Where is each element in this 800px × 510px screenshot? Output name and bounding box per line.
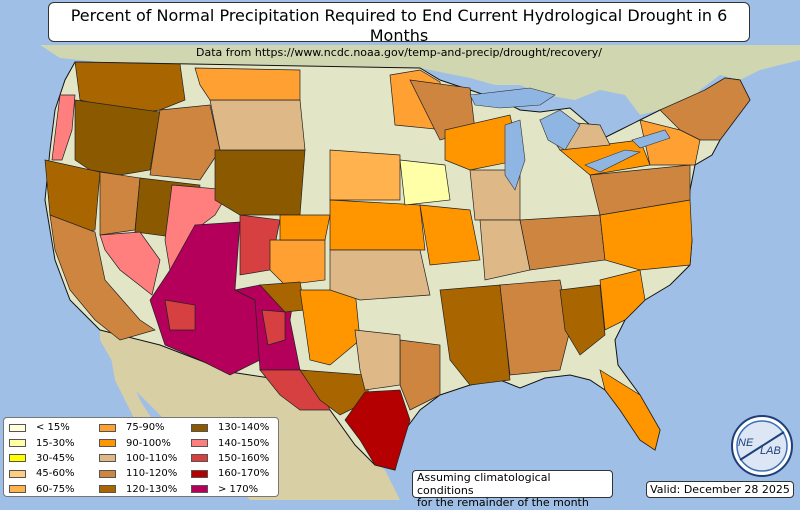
region — [149, 221, 261, 376]
nexlab-logo: NE LAB — [731, 415, 793, 477]
legend-label: 75-90% — [126, 422, 165, 434]
region — [51, 94, 76, 161]
legend-swatch — [99, 469, 116, 478]
legend-item: > 170% — [186, 482, 276, 497]
region — [164, 299, 196, 331]
legend-item: 160-170% — [186, 466, 276, 481]
region — [344, 389, 411, 471]
region — [419, 204, 481, 266]
region — [444, 114, 521, 171]
region — [499, 279, 571, 376]
legend-label: < 15% — [36, 422, 70, 434]
region — [279, 214, 331, 241]
legend-item: 110-120% — [94, 466, 184, 481]
region — [99, 231, 161, 296]
legend-item: 90-100% — [94, 435, 184, 450]
region — [354, 329, 401, 391]
legend-swatch — [9, 423, 26, 432]
region — [194, 67, 301, 101]
legend-swatch — [191, 454, 208, 463]
legend-label: 100-110% — [126, 452, 178, 464]
map-subtitle: Data from https://www.ncdc.noaa.gov/temp… — [196, 46, 602, 59]
legend-label: 60-75% — [36, 483, 75, 495]
region — [519, 214, 606, 271]
region — [599, 269, 646, 331]
legend-swatch — [99, 454, 116, 463]
legend-swatch — [191, 423, 208, 432]
region — [329, 149, 401, 201]
region — [74, 99, 161, 176]
great-lakes — [469, 87, 671, 191]
legend-swatch — [191, 485, 208, 494]
legend-swatch — [99, 423, 116, 432]
title-box: Percent of Normal Precipitation Required… — [48, 2, 750, 59]
legend-label: > 170% — [218, 483, 259, 495]
region — [99, 171, 141, 236]
legend-label: 130-140% — [218, 422, 270, 434]
legend-item: 60-75% — [4, 482, 94, 497]
region — [329, 249, 431, 301]
legend-swatch — [99, 439, 116, 448]
legend-label: 120-130% — [126, 483, 178, 495]
legend-item: 130-140% — [186, 420, 276, 435]
map-title: Percent of Normal Precipitation Required… — [70, 6, 728, 45]
region — [329, 199, 426, 251]
legend-swatch — [191, 439, 208, 448]
legend: < 15% 15-30% 30-45% 45-60% 60-75% 75-90% 90-10… — [3, 417, 279, 497]
legend-swatch — [9, 439, 26, 448]
legend-label: 15-30% — [36, 437, 75, 449]
legend-label: 140-150% — [218, 437, 270, 449]
region — [269, 239, 326, 286]
region — [209, 99, 306, 151]
assumption-note: Assuming climatological conditions for t… — [412, 470, 613, 509]
legend-swatch — [9, 485, 26, 494]
legend-column: 75-90% 90-100% 100-110% 110-120% 120-130% — [94, 420, 184, 497]
legend-label: 150-160% — [218, 452, 270, 464]
region — [214, 149, 306, 216]
legend-label: 90-100% — [126, 437, 171, 449]
legend-item: 15-30% — [4, 435, 94, 450]
legend-label: 110-120% — [126, 468, 178, 480]
legend-label: 30-45% — [36, 452, 75, 464]
legend-item: 75-90% — [94, 420, 184, 435]
legend-item: 120-130% — [94, 482, 184, 497]
legend-item: 45-60% — [4, 466, 94, 481]
assumption-note-line2: for the remainder of the month — [417, 496, 589, 509]
valid-date: Valid: December 28 2025 — [646, 481, 794, 498]
legend-column: < 15% 15-30% 30-45% 45-60% 60-75% — [4, 420, 94, 497]
legend-item: < 15% — [4, 420, 94, 435]
region — [559, 284, 606, 356]
legend-item: 30-45% — [4, 451, 94, 466]
region — [261, 309, 286, 346]
legend-swatch — [9, 454, 26, 463]
legend-column: 130-140% 140-150% 150-160% 160-170% > 170% — [186, 420, 276, 497]
legend-item: 150-160% — [186, 451, 276, 466]
region — [49, 214, 156, 341]
legend-swatch — [99, 485, 116, 494]
legend-item: 140-150% — [186, 435, 276, 450]
logo-text-left: NE — [738, 437, 754, 449]
canada-land — [40, 45, 800, 115]
logo-text-right: LAB — [760, 445, 781, 457]
legend-swatch — [9, 469, 26, 478]
region — [639, 119, 701, 166]
mexico-land — [100, 330, 400, 500]
assumption-note-line1: Assuming climatological conditions — [417, 471, 551, 497]
region — [589, 164, 691, 216]
legend-swatch — [191, 469, 208, 478]
region — [599, 369, 661, 451]
legend-label: 45-60% — [36, 468, 75, 480]
legend-label: 160-170% — [218, 468, 270, 480]
region — [149, 104, 221, 181]
legend-item: 100-110% — [94, 451, 184, 466]
region — [399, 159, 451, 206]
